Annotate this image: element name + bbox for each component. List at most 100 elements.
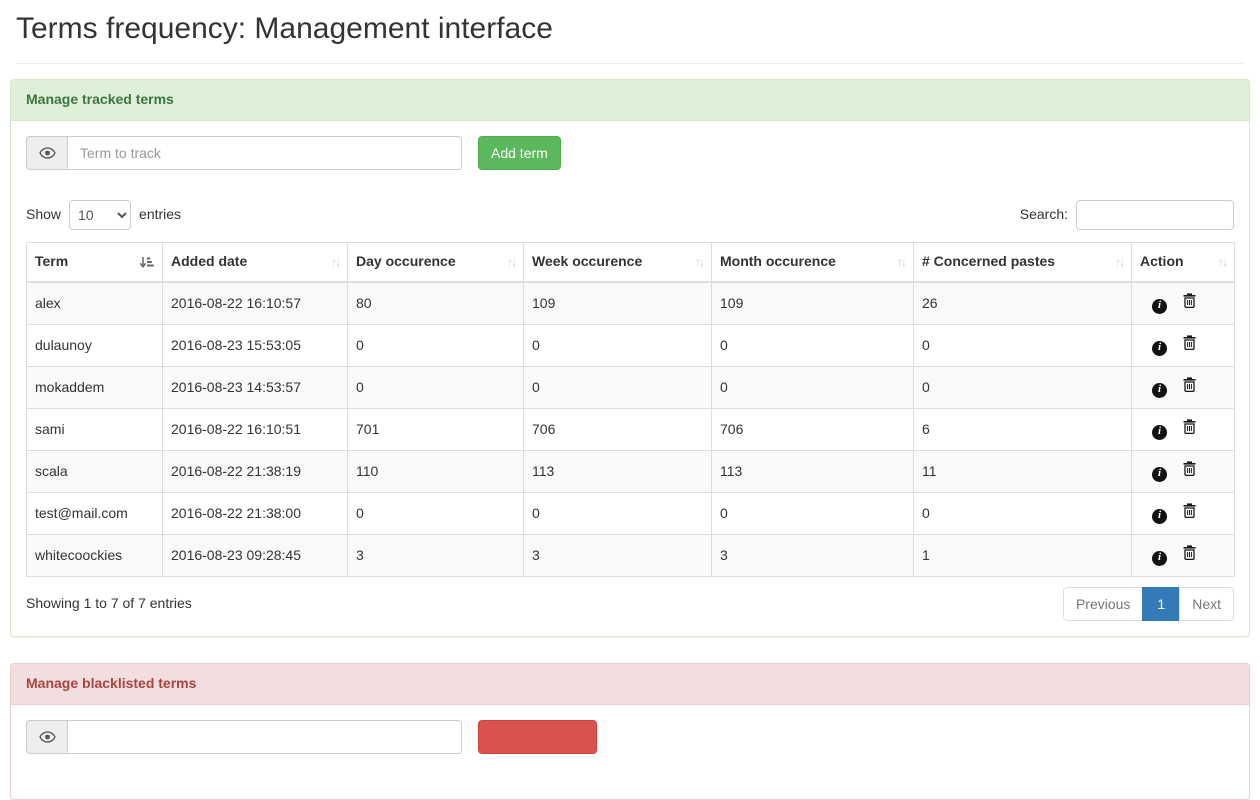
column-header-concerned-pastes[interactable]: # Concerned pastes ↑↓ (913, 241, 1132, 284)
table-row: mokaddem 2016-08-23 14:53:57 0 0 0 0 i (26, 366, 1235, 410)
delete-term-button[interactable] (1183, 419, 1196, 435)
month-occurence-cell: 706 (711, 408, 914, 452)
added-date-cell: 2016-08-22 21:38:00 (162, 492, 348, 536)
sort-icon: ↑↓ (507, 254, 517, 269)
show-term-info-button[interactable]: i (1152, 508, 1167, 524)
action-cell: i (1131, 492, 1235, 536)
delete-term-button[interactable] (1183, 377, 1196, 393)
add-blacklist-row (26, 720, 1234, 755)
delete-term-button[interactable] (1183, 503, 1196, 519)
info-icon: i (1152, 550, 1167, 566)
term-cell: whitecoockies (26, 534, 163, 578)
delete-term-button[interactable] (1183, 335, 1196, 351)
info-icon: i (1152, 340, 1167, 356)
table-info-text: Showing 1 to 7 of 7 entries (26, 595, 192, 612)
concerned-pastes-cell: 0 (913, 366, 1132, 410)
info-icon: i (1152, 508, 1167, 524)
show-term-info-button[interactable]: i (1152, 424, 1167, 440)
month-occurence-cell: 3 (711, 534, 914, 578)
week-occurence-cell: 0 (523, 492, 712, 536)
action-cell: i (1131, 281, 1235, 326)
info-icon: i (1152, 298, 1167, 314)
day-occurence-cell: 0 (347, 324, 524, 368)
page-length-control: Show 10 entries (26, 199, 182, 230)
blacklisted-terms-panel: Manage blacklisted terms (10, 663, 1250, 800)
show-label: Show (26, 205, 62, 222)
delete-term-button[interactable] (1183, 293, 1196, 309)
table-row: test@mail.com 2016-08-22 21:38:00 0 0 0 0 i (26, 492, 1235, 536)
column-label: # Concerned pastes (922, 253, 1056, 270)
trash-icon (1183, 293, 1196, 309)
column-header-term[interactable]: Term (26, 241, 163, 284)
added-date-cell: 2016-08-22 16:10:57 (162, 281, 348, 326)
table-row: dulaunoy 2016-08-23 15:53:05 0 0 0 0 i (26, 324, 1235, 368)
week-occurence-cell: 0 (523, 324, 712, 368)
column-label: Day occurence (356, 253, 456, 270)
blacklisted-terms-panel-body (11, 705, 1249, 799)
day-occurence-cell: 0 (347, 366, 524, 410)
column-label: Added date (171, 253, 248, 270)
month-occurence-cell: 0 (711, 492, 914, 536)
month-occurence-cell: 113 (711, 450, 914, 494)
day-occurence-cell: 0 (347, 492, 524, 536)
column-header-month-occurence[interactable]: Month occurence ↑↓ (711, 241, 914, 284)
week-occurence-cell: 3 (523, 534, 712, 578)
added-date-cell: 2016-08-22 21:38:19 (162, 450, 348, 494)
title-divider (16, 62, 1244, 64)
concerned-pastes-cell: 26 (913, 281, 1132, 326)
add-term-button[interactable]: Add term (478, 135, 561, 170)
page-length-select[interactable]: 10 (69, 199, 132, 230)
column-header-action[interactable]: Action ↑↓ (1131, 241, 1235, 284)
column-header-added-date[interactable]: Added date ↑↓ (162, 241, 348, 284)
show-term-info-button[interactable]: i (1152, 382, 1167, 398)
trash-icon (1183, 545, 1196, 561)
pagination-page-1-button[interactable]: 1 (1142, 587, 1181, 622)
delete-term-button[interactable] (1183, 545, 1196, 561)
table-row: scala 2016-08-22 21:38:19 110 113 113 11 i (26, 450, 1235, 494)
entries-label: entries (139, 205, 182, 222)
table-search-input[interactable] (1076, 199, 1234, 230)
datatable-controls: Show 10 entries Search: (26, 199, 1234, 230)
main-container: Manage tracked terms Add term Show (0, 78, 1260, 800)
term-to-track-input[interactable] (67, 135, 462, 170)
blacklist-input-group (26, 720, 462, 755)
delete-term-button[interactable] (1183, 461, 1196, 477)
page-title: Terms frequency: Management interface (16, 12, 553, 45)
action-cell: i (1131, 366, 1235, 410)
week-occurence-cell: 113 (523, 450, 712, 494)
column-header-day-occurence[interactable]: Day occurence ↑↓ (347, 241, 524, 284)
concerned-pastes-cell: 0 (913, 492, 1132, 536)
week-occurence-cell: 0 (523, 366, 712, 410)
table-row: alex 2016-08-22 16:10:57 80 109 109 26 i (26, 281, 1235, 326)
trash-icon (1183, 377, 1196, 393)
tracked-terms-tbody: alex 2016-08-22 16:10:57 80 109 109 26 i dulaun… (26, 281, 1235, 578)
show-term-info-button[interactable]: i (1152, 550, 1167, 566)
column-label: Month occurence (720, 253, 836, 270)
eye-icon (26, 720, 67, 755)
added-date-cell: 2016-08-22 16:10:51 (162, 408, 348, 452)
day-occurence-cell: 80 (347, 281, 524, 326)
tracked-terms-panel: Manage tracked terms Add term Show (10, 78, 1250, 638)
add-term-row: Add term (26, 135, 1234, 170)
column-header-week-occurence[interactable]: Week occurence ↑↓ (523, 241, 712, 284)
day-occurence-cell: 110 (347, 450, 524, 494)
tracked-terms-panel-heading: Manage tracked terms (11, 79, 1249, 121)
sort-icon: ↑↓ (695, 254, 705, 269)
datatable-footer: Showing 1 to 7 of 7 entries Previous 1 N… (26, 587, 1234, 622)
add-blacklist-term-button[interactable] (478, 720, 597, 755)
show-term-info-button[interactable]: i (1152, 340, 1167, 356)
term-cell: dulaunoy (26, 324, 163, 368)
term-to-blacklist-input[interactable] (67, 720, 462, 755)
pagination-previous-button[interactable]: Previous (1062, 587, 1144, 622)
term-cell: sami (26, 408, 163, 452)
pagination-next-button[interactable]: Next (1179, 587, 1234, 622)
table-row: sami 2016-08-22 16:10:51 701 706 706 6 i (26, 408, 1235, 452)
show-term-info-button[interactable]: i (1152, 466, 1167, 482)
week-occurence-cell: 109 (523, 281, 712, 326)
show-term-info-button[interactable]: i (1152, 298, 1167, 314)
added-date-cell: 2016-08-23 14:53:57 (162, 366, 348, 410)
table-row: whitecoockies 2016-08-23 09:28:45 3 3 3 1 i (26, 534, 1235, 578)
concerned-pastes-cell: 6 (913, 408, 1132, 452)
concerned-pastes-cell: 1 (913, 534, 1132, 578)
term-cell: scala (26, 450, 163, 494)
